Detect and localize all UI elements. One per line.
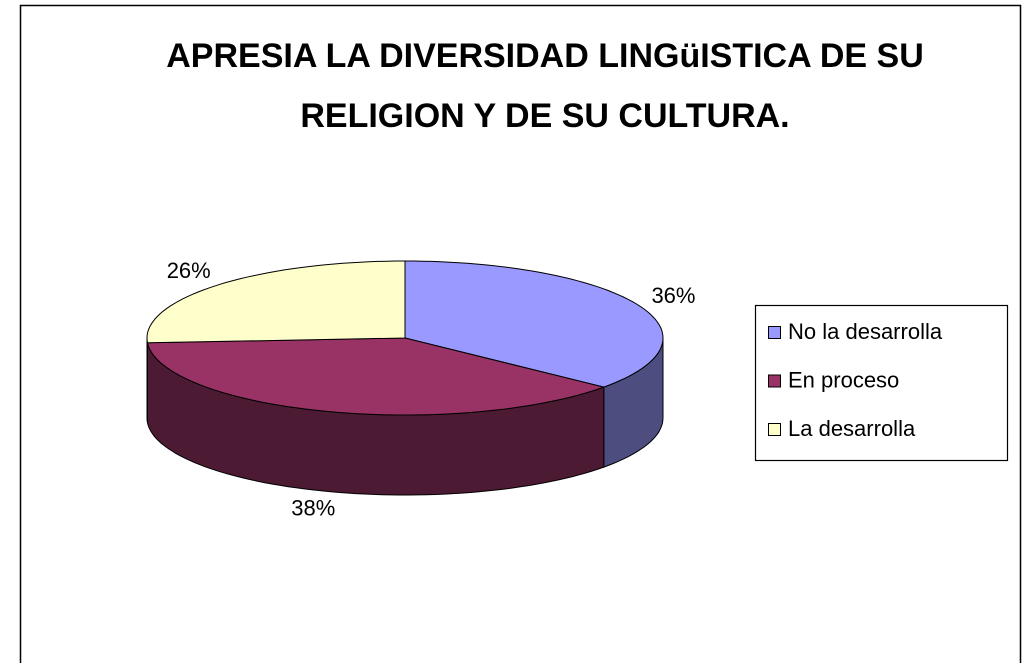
data-label: 36% <box>651 283 695 308</box>
data-label: 38% <box>291 495 335 520</box>
legend-box <box>754 304 1009 462</box>
legend-label: En proceso <box>788 367 899 392</box>
legend-swatch <box>768 423 781 436</box>
chart-title: RELIGION Y DE SU CULTURA. <box>300 97 789 135</box>
slice-side <box>146 337 148 423</box>
data-label: 26% <box>167 258 211 283</box>
legend-swatch <box>768 326 781 339</box>
slice <box>146 260 406 344</box>
legend-label: La desarrolla <box>788 416 916 441</box>
legend-label: No la desarrolla <box>788 319 943 344</box>
chart-title: APRESIA LA DIVERSIDAD LINGüISTICA DE SU <box>166 37 924 75</box>
slice <box>146 337 606 416</box>
slice <box>404 260 664 388</box>
legend-swatch <box>768 374 781 388</box>
